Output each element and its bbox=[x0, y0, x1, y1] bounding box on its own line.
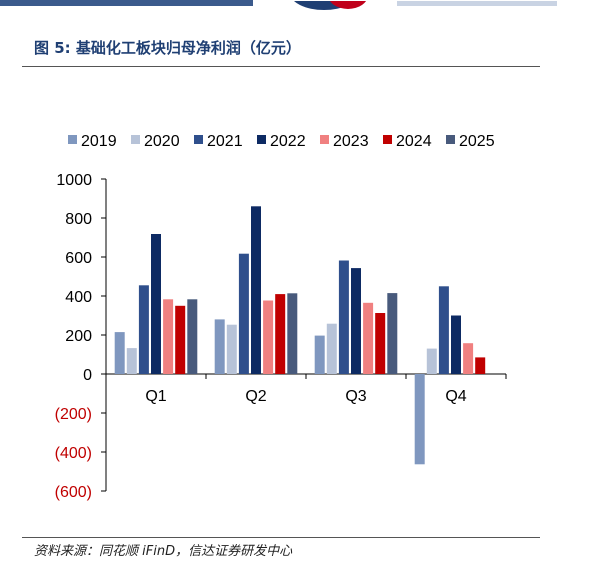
legend-swatch bbox=[320, 135, 329, 144]
figure-title: 图 5: 基础化工板块归母净利润（亿元） bbox=[34, 39, 301, 57]
y-tick-label: (600) bbox=[55, 484, 92, 501]
bar-2022-Q4 bbox=[451, 315, 461, 374]
y-tick-label: 800 bbox=[65, 211, 92, 228]
y-tick-label: 0 bbox=[83, 367, 92, 384]
legend-swatch bbox=[68, 135, 77, 144]
chart-legend: 2019 2020 2021 2022 2023 2024 2025 bbox=[68, 133, 495, 150]
source-note: 资料来源：同花顺 iFinD，信达证券研发中心 bbox=[34, 544, 293, 559]
x-category-label: Q4 bbox=[445, 388, 466, 405]
bar-2025-Q2 bbox=[287, 293, 298, 374]
brand-logo bbox=[292, 0, 591, 12]
bar-2022-Q3 bbox=[351, 268, 361, 374]
bar-2024-Q4 bbox=[475, 357, 486, 374]
y-tick-label: 600 bbox=[65, 250, 92, 267]
legend-swatch bbox=[446, 135, 455, 144]
bar-2019-Q1 bbox=[114, 332, 125, 374]
bar-2020-Q2 bbox=[226, 324, 237, 374]
bars bbox=[114, 206, 486, 465]
top-accent-bar bbox=[0, 0, 253, 6]
bar-2022-Q1 bbox=[151, 234, 161, 374]
x-category-label: Q2 bbox=[245, 388, 266, 405]
footer-rule bbox=[22, 537, 540, 538]
bar-2021-Q4 bbox=[438, 286, 449, 375]
bar-2023-Q1 bbox=[163, 299, 174, 374]
title-rule bbox=[22, 66, 540, 67]
legend-label: 2020 bbox=[144, 133, 180, 150]
bar-2024-Q1 bbox=[175, 305, 186, 375]
y-tick-label: (400) bbox=[55, 445, 92, 462]
x-category-label: Q3 bbox=[345, 388, 366, 405]
bar-2021-Q3 bbox=[338, 260, 349, 374]
legend-label: 2023 bbox=[333, 133, 369, 150]
bar-2022-Q2 bbox=[251, 206, 261, 374]
bar-2025-Q1 bbox=[187, 299, 198, 374]
y-tick-label: 1000 bbox=[56, 172, 92, 189]
legend-swatch bbox=[194, 135, 203, 144]
bar-2021-Q1 bbox=[138, 285, 149, 374]
y-axis: 1000 800 600 400 200 0 (200) (400) (600) bbox=[55, 172, 107, 501]
y-tick-label: (200) bbox=[55, 406, 92, 423]
bar-2023-Q4 bbox=[463, 343, 474, 374]
legend-label: 2022 bbox=[270, 133, 306, 150]
bar-2019-Q3 bbox=[314, 335, 325, 374]
bar-2024-Q2 bbox=[275, 294, 286, 374]
x-category-label: Q1 bbox=[145, 388, 166, 405]
legend-label: 2019 bbox=[81, 133, 117, 150]
legend-label: 2021 bbox=[207, 133, 243, 150]
y-tick-label: 200 bbox=[65, 328, 92, 345]
bar-2025-Q3 bbox=[387, 293, 398, 374]
bar-2020-Q3 bbox=[326, 323, 337, 374]
x-axis: Q1 Q2 Q3 Q4 bbox=[105, 373, 507, 405]
bar-2019-Q4 bbox=[414, 374, 425, 465]
legend-swatch bbox=[131, 135, 140, 144]
bar-2023-Q3 bbox=[363, 302, 374, 374]
bar-2019-Q2 bbox=[214, 319, 225, 374]
bar-2021-Q2 bbox=[238, 253, 249, 374]
bar-2024-Q3 bbox=[375, 313, 386, 374]
y-tick-label: 400 bbox=[65, 289, 92, 306]
legend-label: 2024 bbox=[396, 133, 432, 150]
legend-swatch bbox=[257, 135, 266, 144]
bar-2020-Q4 bbox=[426, 348, 437, 374]
bar-2023-Q2 bbox=[263, 300, 274, 374]
bar-2020-Q1 bbox=[126, 348, 137, 374]
legend-label: 2025 bbox=[459, 133, 495, 150]
legend-swatch bbox=[383, 135, 392, 144]
